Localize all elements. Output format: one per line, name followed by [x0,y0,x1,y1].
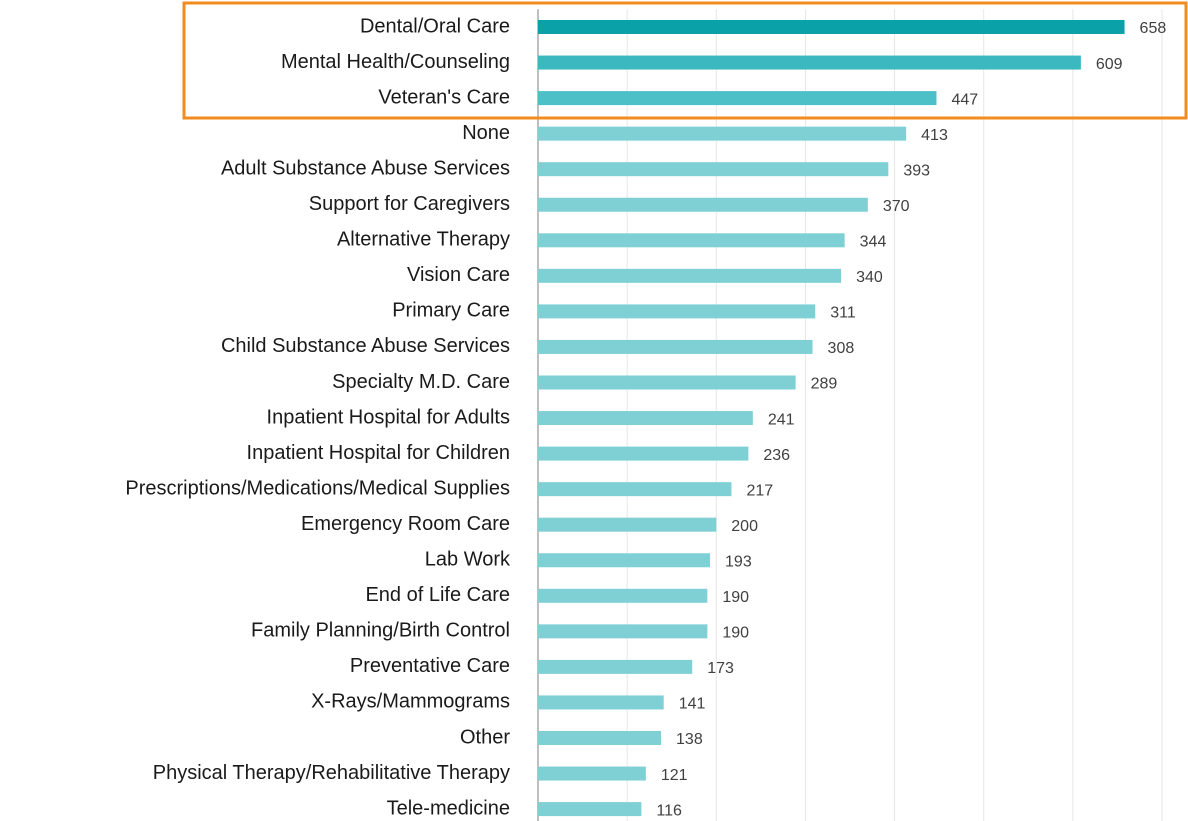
category-label: Emergency Room Care [301,513,510,535]
bar [538,802,642,817]
category-label: Tele-medicine [387,797,510,819]
value-label: 141 [679,696,706,713]
category-label: Support for Caregivers [309,193,510,215]
category-label: Mental Health/Counseling [281,51,510,73]
category-label: Family Planning/Birth Control [251,620,510,642]
value-label: 340 [856,269,883,286]
category-label: Other [460,726,510,748]
bar [538,20,1125,34]
category-label: Vision Care [407,264,510,286]
value-label: 121 [661,767,688,784]
value-label: 447 [951,91,978,108]
value-label: 370 [883,198,910,215]
value-label: 393 [903,162,930,179]
category-label: Prescriptions/Medications/Medical Suppli… [125,477,510,499]
value-label: 190 [722,625,749,642]
value-label: 308 [828,340,855,357]
bar [538,411,753,426]
category-label: Preventative Care [350,655,510,677]
value-label: 116 [656,802,682,819]
bar [538,339,813,354]
bar [538,375,796,390]
category-label: Inpatient Hospital for Adults [267,406,510,428]
value-label: 200 [731,518,758,535]
bar [538,233,845,248]
category-label: Alternative Therapy [337,229,510,251]
category-label: None [462,122,510,144]
bar [538,197,868,212]
bar [538,162,889,177]
category-label: Dental/Oral Care [360,15,510,37]
value-label: 311 [830,305,856,322]
category-label: Veteran's Care [378,86,510,108]
bar [538,766,646,781]
value-label: 190 [722,589,749,606]
bar [538,126,907,141]
category-label: Child Substance Abuse Services [221,335,510,357]
bar [538,731,662,745]
value-label: 658 [1140,20,1167,37]
value-label: 236 [763,447,790,464]
bar [538,624,708,639]
value-label: 241 [768,411,795,428]
category-label: Lab Work [425,549,511,571]
value-label: 173 [707,660,734,677]
bar [538,55,1081,70]
bar [538,304,816,319]
bar [538,553,711,568]
value-label: 609 [1096,56,1123,73]
bar [538,91,937,106]
value-label: 344 [860,234,887,251]
bar [538,695,664,710]
category-label: End of Life Care [365,584,510,606]
category-label: X-Rays/Mammograms [311,691,510,713]
value-label: 413 [921,127,948,144]
bar [538,446,749,461]
bar [538,588,708,603]
value-label: 217 [746,482,773,499]
bar [538,659,693,674]
value-label: 138 [676,731,703,748]
highlight-box [182,1,1188,120]
category-label: Primary Care [392,300,510,322]
plot: Dental/Oral Care 658 Mental Health/Counsel… [125,9,1166,821]
category-label: Inpatient Hospital for Children [247,442,510,464]
value-label: 289 [811,376,838,393]
bar [538,268,842,283]
bar [538,517,717,532]
category-label: Physical Therapy/Rehabilitative Therapy [153,762,510,784]
value-label: 193 [725,553,752,570]
category-label: Specialty M.D. Care [332,371,510,393]
category-label: Adult Substance Abuse Services [221,157,510,179]
bar [538,482,732,497]
